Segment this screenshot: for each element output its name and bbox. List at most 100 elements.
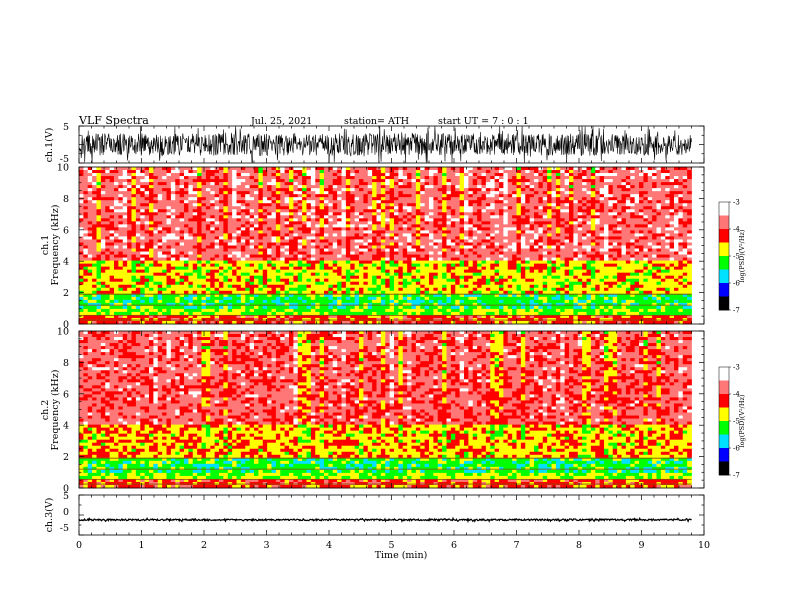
spectrogram-cell	[494, 209, 500, 213]
spectrogram-cell	[516, 254, 522, 258]
spectrogram-cell	[516, 215, 522, 219]
spectrogram-cell	[144, 167, 150, 171]
spectrogram-cell	[249, 167, 255, 171]
spectrogram-cell	[442, 239, 447, 243]
spectrogram-cell	[79, 242, 84, 246]
spectrogram-cell	[302, 242, 307, 246]
spectrogram-cell	[437, 209, 443, 213]
spectrogram-cell	[100, 182, 106, 186]
spectrogram-cell	[341, 230, 347, 234]
spectrogram-cell	[468, 176, 474, 180]
spectrogram-cell	[394, 230, 399, 234]
spectrogram-cell	[83, 209, 89, 213]
spectrogram-cell	[547, 254, 552, 258]
spectrogram-cell	[599, 257, 605, 261]
spectrogram-cell	[424, 254, 430, 258]
spectrogram-cell	[617, 200, 622, 204]
spectrogram-cell	[236, 185, 242, 189]
spectrogram-cell	[96, 263, 102, 267]
spectrogram-cell	[144, 251, 150, 255]
spectrogram-cell	[280, 260, 285, 264]
spectrogram-cell	[289, 263, 294, 267]
spectrogram-cell	[499, 254, 504, 258]
spectrogram-cell	[359, 257, 364, 261]
spectrogram-cell	[442, 212, 447, 216]
spectrogram-cell	[122, 218, 128, 222]
spectrogram-cell	[678, 212, 684, 216]
spectrogram-cell	[363, 227, 369, 231]
spectrogram-cell	[494, 233, 500, 237]
spectrogram-cell	[433, 176, 439, 180]
spectrogram-cell	[437, 215, 443, 219]
spectrogram-cell	[280, 230, 285, 234]
spectrogram-cell	[109, 263, 115, 267]
spectrogram-cell	[590, 173, 596, 177]
spectrogram-cell	[135, 215, 141, 219]
spectrogram-cell	[205, 176, 211, 180]
spectrogram-cell	[96, 170, 102, 174]
spectrogram-cell	[385, 170, 390, 174]
spectrogram-cell	[446, 218, 452, 222]
spectrogram-cell	[590, 248, 596, 252]
spectrogram-cell	[105, 224, 110, 228]
spectrogram-cell	[634, 179, 640, 183]
spectrogram-cell	[665, 179, 670, 183]
spectrogram-cell	[516, 269, 522, 274]
spectrogram-cell	[499, 188, 504, 192]
spectrogram-cell	[262, 167, 268, 171]
spectrogram-cell	[499, 212, 504, 216]
spectrogram-cell	[367, 185, 373, 189]
spectrogram-cell	[656, 173, 662, 177]
spectrogram-cell	[464, 257, 469, 261]
spectrogram-cell	[437, 266, 443, 270]
spectrogram-cell	[682, 257, 688, 261]
spectrogram-cell	[455, 248, 460, 252]
spectrogram-cell	[92, 176, 97, 180]
spectrogram-cell	[612, 254, 618, 258]
spectrogram-cell	[468, 269, 474, 274]
spectrogram-cell	[586, 179, 592, 183]
spectrogram-cell	[127, 182, 132, 186]
spectrogram-cell	[639, 188, 644, 192]
spectrogram-cell	[179, 197, 185, 201]
spectrogram-cell	[157, 266, 163, 270]
spectrogram-cell	[669, 230, 675, 234]
spectrogram-cell	[166, 173, 172, 177]
spectrogram-cell	[507, 218, 513, 222]
spectrogram-cell	[372, 239, 377, 243]
spectrogram-cell	[507, 254, 513, 258]
spectrogram-cell	[674, 170, 679, 174]
spectrogram-cell	[328, 257, 334, 261]
spectrogram-cell	[389, 185, 395, 189]
spectrogram-cell	[564, 200, 570, 204]
spectrogram-cell	[687, 209, 692, 213]
spectrogram-cell	[367, 209, 373, 213]
spectrogram-cell	[332, 230, 338, 234]
spectrogram-cell	[468, 191, 474, 195]
spectrogram-cell	[599, 227, 605, 231]
spectrogram-cell	[499, 236, 504, 240]
spectrogram-cell	[184, 251, 189, 255]
spectrogram-cell	[345, 212, 351, 216]
spectrogram-cell	[337, 224, 342, 228]
spectrogram-cell	[652, 176, 657, 180]
spectrogram-cell	[249, 251, 255, 255]
spectrogram-cell	[398, 224, 404, 228]
spectrogram-cell	[359, 200, 364, 204]
spectrogram-cell	[324, 185, 329, 189]
spectrogram-cell	[630, 215, 635, 219]
spectrogram-cell	[280, 167, 285, 171]
spectrogram-cell	[398, 230, 404, 234]
spectrogram-cell	[162, 257, 167, 261]
spectrogram-cell	[660, 209, 666, 213]
spectrogram-cell	[656, 218, 662, 222]
spectrogram-cell	[389, 206, 395, 210]
spectrogram-cell	[227, 179, 233, 183]
spectrogram-cell	[131, 179, 137, 183]
spectrogram-cell	[153, 188, 159, 192]
spectrogram-cell	[477, 257, 482, 261]
spectrogram-cell	[569, 224, 574, 228]
spectrogram-cell	[79, 230, 84, 234]
spectrogram-cell	[240, 197, 246, 201]
